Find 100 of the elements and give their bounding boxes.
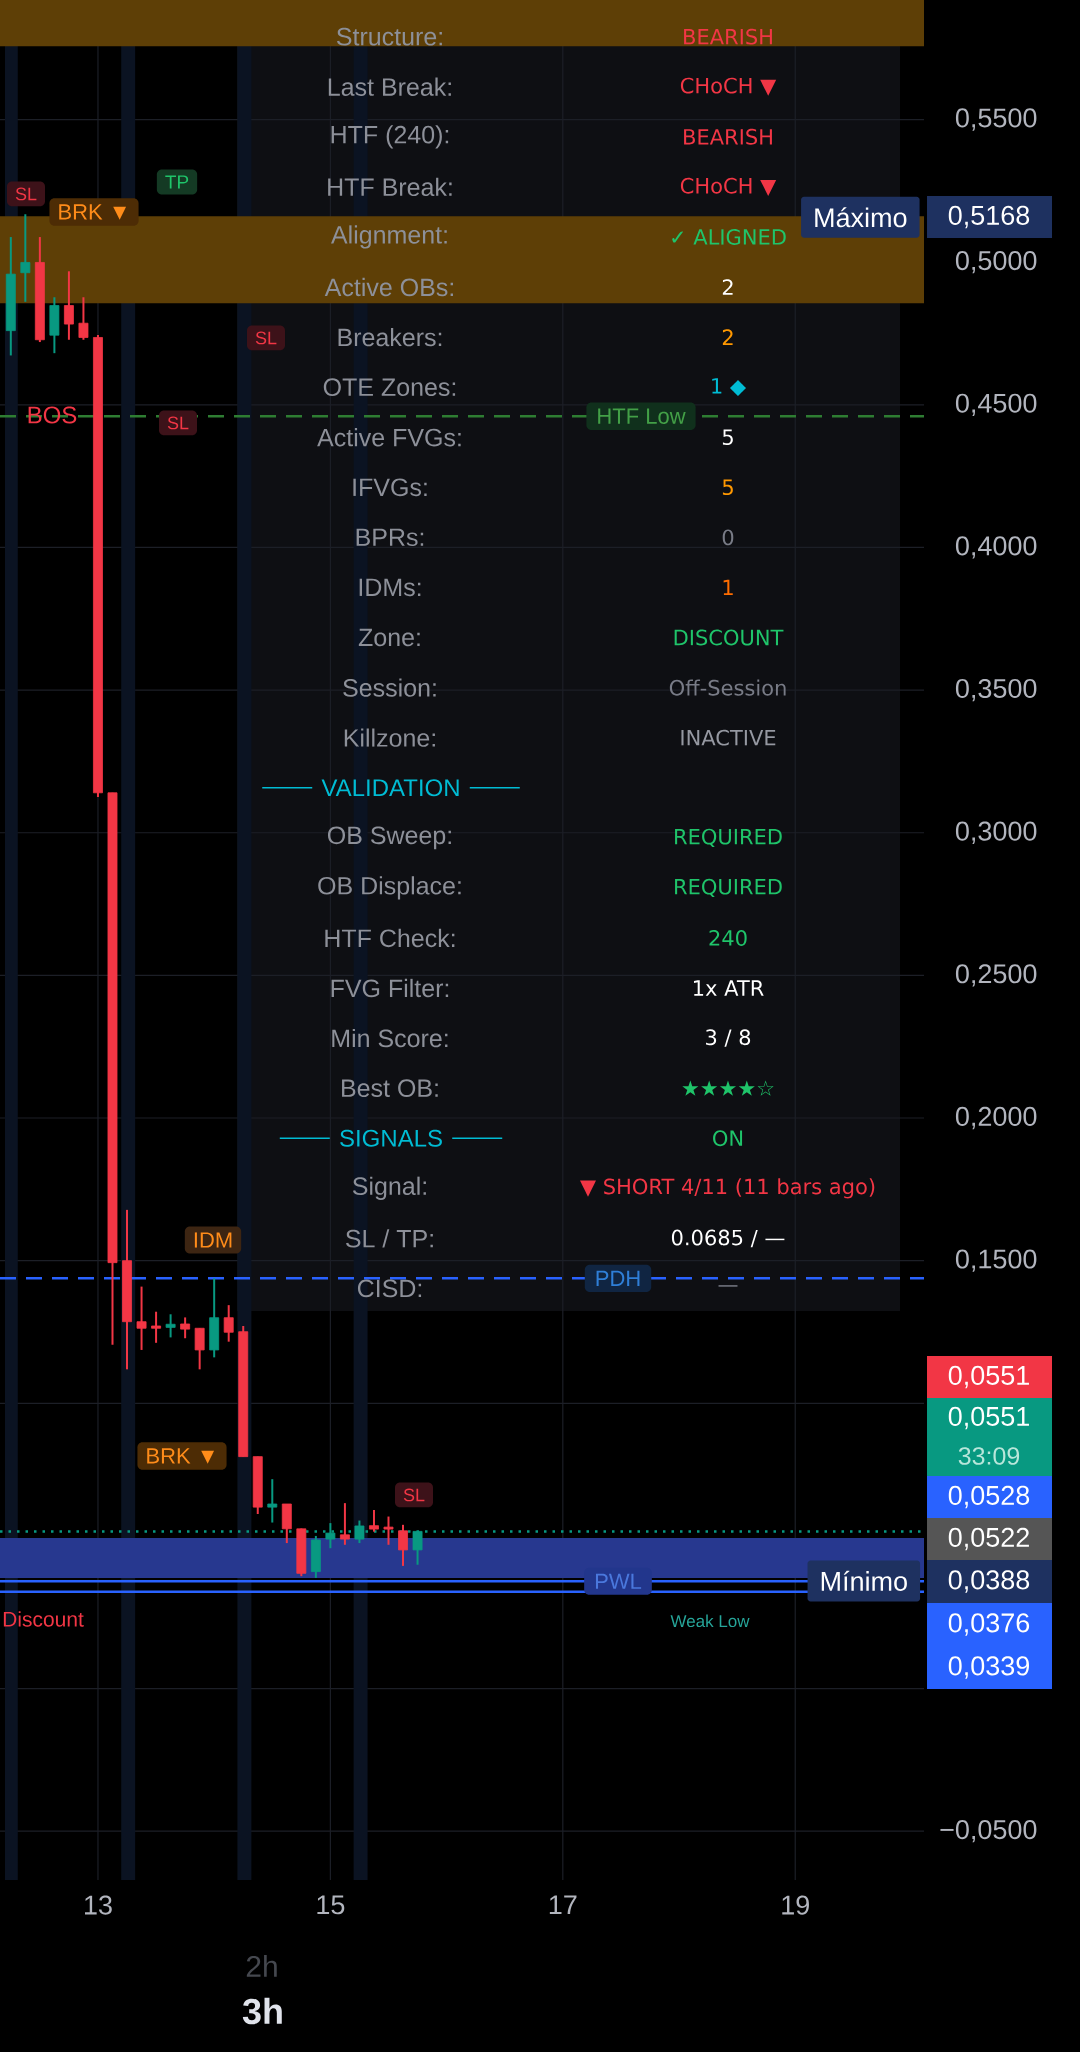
annotation: BEARISH [684, 28, 772, 45]
y-tick-label: 0,1500 [955, 1249, 1037, 1272]
text: 2h [246, 1955, 277, 1977]
x-tick-label: 13 [85, 1895, 112, 1915]
candlestick [180, 1316, 191, 1340]
text: 0,0551 [948, 1406, 1029, 1430]
y-tick-label: 0,5500 [955, 108, 1037, 131]
text: 0,0339 [948, 1656, 1030, 1679]
annotation: HTF Check: [325, 928, 455, 948]
x-tick-label: 19 [782, 1895, 809, 1915]
annotation: IFVGs: [353, 478, 427, 497]
annotation: Session: [343, 678, 436, 697]
annotation: SL [167, 416, 189, 430]
annotation: ✓ ALIGNED [672, 229, 786, 245]
candlestick [383, 1515, 394, 1546]
y-tick-label: 0,4000 [955, 536, 1037, 559]
annotation: IDMs: [359, 578, 421, 597]
y-tick-label: 0,3500 [955, 678, 1037, 702]
annotation: Zone: [358, 628, 420, 647]
candlestick [63, 270, 74, 341]
annotation: SL [15, 187, 37, 201]
annotation: BEARISH [684, 128, 772, 145]
annotation: 1 ◆ [712, 378, 747, 397]
text: 3h [242, 1997, 282, 2025]
annotation: 3 / 8 [706, 1029, 751, 1047]
annotation: — [718, 1285, 738, 1287]
y-tick-label: 0,4500 [955, 393, 1037, 416]
candlestick [165, 1313, 176, 1339]
text: 0,0522 [948, 1527, 1029, 1551]
annotation: HTF (240): [331, 125, 449, 149]
annotation: SL / TP: [345, 1229, 433, 1248]
annotation: SL [255, 331, 277, 345]
text: 0,0376 [948, 1613, 1030, 1636]
annotation: Breakers: [338, 327, 442, 347]
annotation: BRK ▼ [147, 1448, 215, 1464]
candlestick [20, 213, 31, 303]
annotation: OTE Zones: [323, 378, 456, 397]
annotation: OB Displace: [318, 876, 461, 900]
annotation: Máximo [815, 207, 907, 228]
text: 0,0528 [948, 1485, 1030, 1509]
y-tick-label: 0,5000 [955, 251, 1037, 274]
annotation: ★★★★☆ [682, 1080, 774, 1096]
annotation: CISD: [357, 1279, 422, 1298]
ref-line-label: PDH [596, 1270, 640, 1286]
x-tick-label: 15 [317, 1895, 345, 1915]
annotation: 5 [722, 479, 733, 496]
annotation: REQUIRED [675, 828, 782, 847]
annotation: OB Sweep: [327, 826, 451, 850]
annotation: 0.0685 / — [671, 1229, 785, 1248]
text: 33:09 [958, 1447, 1020, 1465]
annotation: Structure: [336, 27, 442, 46]
candlestick [267, 1478, 278, 1524]
annotation: SIGNALS [340, 1129, 442, 1147]
y-tick-label: 0,2500 [955, 964, 1037, 987]
annotation: Best OB: [342, 1079, 438, 1098]
annotation: 0 [722, 529, 734, 546]
annotation: 1x ATR [694, 980, 764, 996]
annotation: 5 [722, 429, 733, 446]
x-tick-label: 17 [549, 1895, 577, 1915]
annotation: 2 [722, 329, 733, 345]
y-tick-label: 0,3000 [955, 821, 1037, 844]
annotation: Active FVGs: [317, 428, 461, 447]
annotation: Discount [3, 1611, 84, 1627]
annotation: ▼ SHORT 4/11 (11 bars ago) [579, 1178, 875, 1199]
annotation: 1 [723, 579, 733, 596]
annotation: INACTIVE [681, 729, 776, 746]
annotation: Min Score: [332, 1028, 448, 1048]
annotation: 2 [722, 279, 733, 295]
annotation: BOS [28, 406, 77, 424]
annotation: Killzone: [344, 728, 435, 747]
y-tick-label: 0,2000 [955, 1106, 1037, 1130]
candlestick [369, 1508, 379, 1533]
annotation: HTF Break: [328, 177, 452, 197]
annotation: Active OBs: [324, 277, 453, 297]
candlestick [398, 1523, 408, 1567]
text: 0,0388 [948, 1570, 1030, 1593]
annotation: CHoCH ▼ [680, 177, 777, 196]
candlestick [194, 1327, 205, 1371]
text: 0,5168 [948, 205, 1030, 229]
candlestick [136, 1285, 147, 1351]
annotation: BRK ▼ [59, 204, 127, 220]
annotation: Mínimo [821, 1570, 907, 1591]
annotation: 240 [709, 930, 747, 946]
annotation: Alignment: [330, 225, 447, 249]
annotation: SL [403, 1488, 425, 1502]
candlestick [151, 1310, 161, 1344]
candlestick [78, 296, 89, 341]
annotation: TP [165, 175, 189, 189]
annotation: CHoCH ▼ [680, 77, 777, 96]
annotation: BPRs: [356, 528, 424, 547]
annotation: IDM [194, 1232, 232, 1248]
annotation: FVG Filter: [331, 978, 449, 998]
ref-line-label: HTF Low [598, 408, 686, 424]
ref-line-label: PWL [595, 1573, 642, 1589]
candlestick [339, 1502, 350, 1546]
annotation: Off-Session [669, 679, 786, 696]
annotation: DISCOUNT [674, 629, 784, 646]
candlestick [223, 1304, 234, 1343]
annotation: ON [713, 1130, 743, 1147]
text: 0,0551 [948, 1365, 1029, 1389]
